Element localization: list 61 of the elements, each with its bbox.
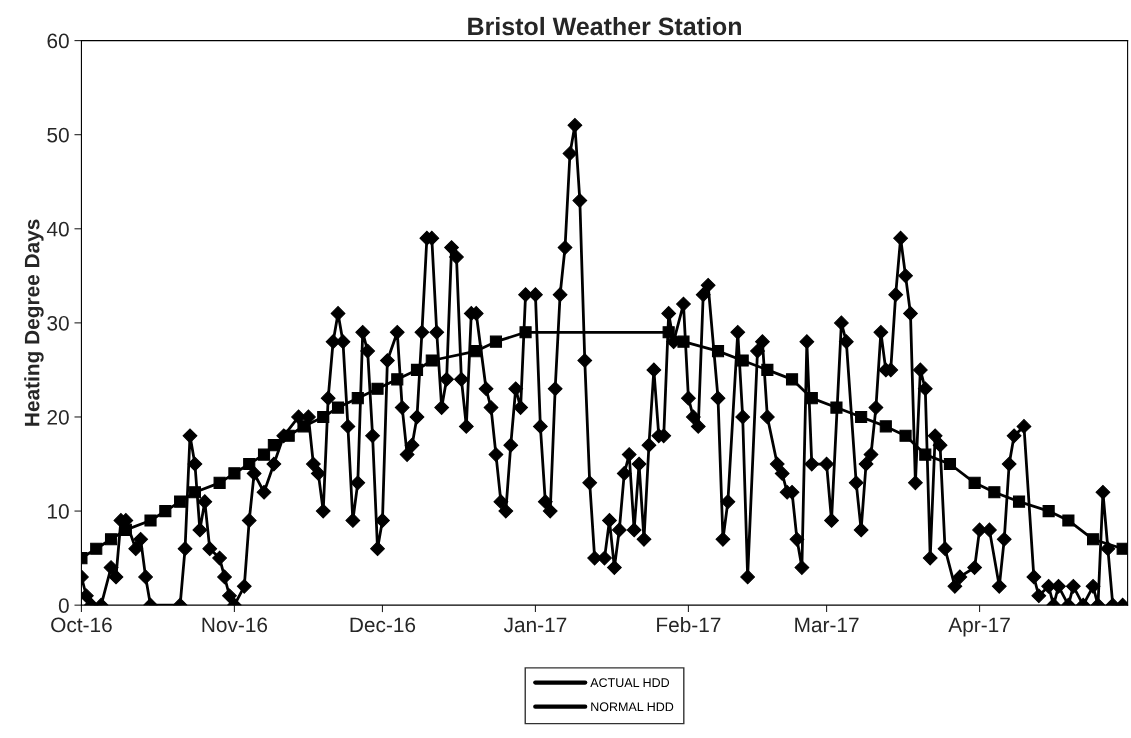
point	[736, 354, 749, 367]
legend-label: NORMAL HDD	[591, 702, 674, 712]
point	[267, 439, 280, 452]
point	[331, 401, 345, 414]
y-tick-label: 30	[47, 315, 69, 331]
chart-title: Bristol Weather Station	[468, 16, 741, 36]
point	[391, 373, 404, 386]
y-axis-title: Heating Degree Days	[24, 219, 44, 426]
point	[785, 373, 799, 386]
point	[174, 495, 187, 508]
y-tick-label: 0	[58, 598, 69, 613]
point	[662, 326, 675, 339]
point	[830, 401, 843, 414]
point	[104, 533, 118, 546]
y-tick-label: 10	[48, 504, 69, 519]
point	[351, 392, 364, 405]
x-tick-label: Oct-16	[51, 617, 112, 633]
x-tick-label: Dec-16	[350, 617, 416, 633]
point	[968, 476, 981, 489]
point	[711, 345, 725, 358]
x-tick-label: Jan-17	[503, 617, 567, 633]
point	[317, 410, 330, 424]
y-tick-label: 60	[47, 33, 69, 49]
point	[90, 542, 103, 555]
legend-label: ACTUAL HDD	[590, 678, 670, 688]
point	[213, 476, 226, 489]
point	[919, 448, 932, 461]
point	[1042, 504, 1055, 518]
x-tick-label: Mar-17	[795, 617, 859, 633]
y-tick-label: 20	[47, 409, 69, 425]
point	[761, 363, 774, 376]
x-tick-label: Nov-16	[202, 617, 268, 633]
y-tick-label: 50	[47, 127, 69, 143]
point	[228, 467, 241, 480]
point	[371, 382, 384, 395]
point	[489, 335, 503, 348]
point	[257, 448, 271, 461]
x-tick-label: Apr-17	[948, 617, 1010, 637]
point	[879, 420, 892, 433]
point	[899, 429, 912, 442]
point	[144, 514, 157, 527]
point	[243, 457, 256, 471]
point	[188, 486, 202, 499]
point	[470, 345, 483, 358]
point	[282, 429, 295, 442]
point	[1116, 542, 1128, 555]
x-tick-label: Feb-17	[657, 616, 721, 633]
point	[677, 335, 690, 348]
point	[1086, 533, 1100, 546]
point	[159, 504, 172, 518]
point	[1012, 495, 1026, 508]
point	[855, 410, 868, 424]
point	[943, 457, 957, 471]
y-tick-label: 40	[46, 221, 69, 237]
point	[410, 363, 424, 376]
point	[988, 486, 1001, 499]
point	[805, 392, 818, 405]
point	[297, 420, 310, 433]
point	[1062, 514, 1075, 527]
point	[519, 326, 532, 339]
point	[425, 354, 438, 367]
